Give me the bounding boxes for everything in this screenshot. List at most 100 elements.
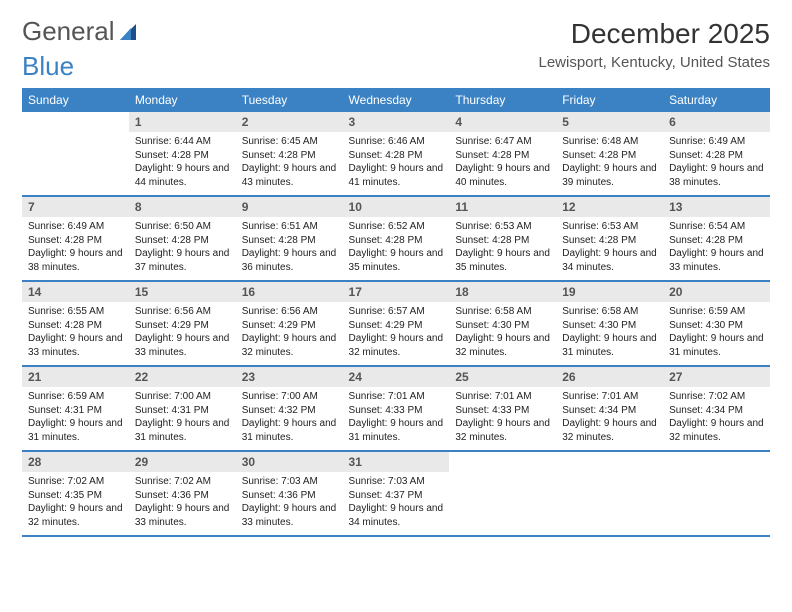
calendar-week: 1Sunrise: 6:44 AMSunset: 4:28 PMDaylight… bbox=[22, 112, 770, 196]
sunrise-text: Sunrise: 6:53 AM bbox=[562, 220, 657, 234]
calendar-cell: 16Sunrise: 6:56 AMSunset: 4:29 PMDayligh… bbox=[236, 281, 343, 366]
brand-word-2: Blue bbox=[22, 51, 74, 81]
col-monday: Monday bbox=[129, 88, 236, 112]
calendar-cell: 15Sunrise: 6:56 AMSunset: 4:29 PMDayligh… bbox=[129, 281, 236, 366]
day-number: 7 bbox=[22, 197, 129, 217]
sunrise-text: Sunrise: 6:49 AM bbox=[28, 220, 123, 234]
day-number: 27 bbox=[663, 367, 770, 387]
daylight-text: Daylight: 9 hours and 33 minutes. bbox=[135, 332, 230, 359]
col-wednesday: Wednesday bbox=[343, 88, 450, 112]
day-body: Sunrise: 6:58 AMSunset: 4:30 PMDaylight:… bbox=[556, 302, 663, 365]
calendar-cell: 17 Sunrise: 6:57 AMSunset: 4:29 PMDayligh… bbox=[343, 281, 450, 366]
sunrise-text: Sunrise: 6:44 AM bbox=[135, 135, 230, 149]
sunrise-text: Sunrise: 6:57 AM bbox=[349, 305, 444, 319]
day-body: Sunrise: 7:01 AMSunset: 4:33 PMDaylight:… bbox=[449, 387, 556, 450]
day-number: 30 bbox=[236, 452, 343, 472]
day-body: Sunrise: 7:02 AMSunset: 4:35 PMDaylight:… bbox=[22, 472, 129, 535]
calendar-cell: 25Sunrise: 7:01 AMSunset: 4:33 PMDayligh… bbox=[449, 366, 556, 451]
calendar-cell: 9Sunrise: 6:51 AMSunset: 4:28 PMDaylight… bbox=[236, 196, 343, 281]
day-number: 20 bbox=[663, 282, 770, 302]
sunrise-text: Sunrise: 6:48 AM bbox=[562, 135, 657, 149]
day-number: 5 bbox=[556, 112, 663, 132]
col-tuesday: Tuesday bbox=[236, 88, 343, 112]
sunrise-text: Sunrise: 6:50 AM bbox=[135, 220, 230, 234]
calendar-cell: 4Sunrise: 6:47 AMSunset: 4:28 PMDaylight… bbox=[449, 112, 556, 196]
day-body: Sunrise: 6:49 AMSunset: 4:28 PMDaylight:… bbox=[22, 217, 129, 280]
sunrise-text: Sunrise: 7:01 AM bbox=[455, 390, 550, 404]
calendar-cell: 19Sunrise: 6:58 AMSunset: 4:30 PMDayligh… bbox=[556, 281, 663, 366]
sunset-text: Sunset: 4:29 PM bbox=[242, 319, 337, 333]
day-body: Sunrise: 7:01 AMSunset: 4:34 PMDaylight:… bbox=[556, 387, 663, 450]
sunrise-text: Sunrise: 6:46 AM bbox=[349, 135, 444, 149]
sunrise-text: Sunrise: 6:45 AM bbox=[242, 135, 337, 149]
daylight-text: Daylight: 9 hours and 31 minutes. bbox=[669, 332, 764, 359]
daylight-text: Daylight: 9 hours and 38 minutes. bbox=[669, 162, 764, 189]
calendar-cell: 28Sunrise: 7:02 AMSunset: 4:35 PMDayligh… bbox=[22, 451, 129, 536]
day-number: 17 bbox=[343, 282, 450, 302]
daylight-text: Daylight: 9 hours and 34 minutes. bbox=[349, 502, 444, 529]
sunset-text: Sunset: 4:28 PM bbox=[562, 149, 657, 163]
daylight-text: Daylight: 9 hours and 41 minutes. bbox=[349, 162, 444, 189]
day-number: 12 bbox=[556, 197, 663, 217]
day-number: 24 bbox=[343, 367, 450, 387]
sunrise-text: Sunrise: 7:01 AM bbox=[349, 390, 444, 404]
sunrise-text: Sunrise: 7:01 AM bbox=[562, 390, 657, 404]
day-number: 21 bbox=[22, 367, 129, 387]
calendar-header-row: Sunday Monday Tuesday Wednesday Thursday… bbox=[22, 88, 770, 112]
daylight-text: Daylight: 9 hours and 32 minutes. bbox=[669, 417, 764, 444]
sunrise-text: Sunrise: 6:52 AM bbox=[349, 220, 444, 234]
sunset-text: Sunset: 4:30 PM bbox=[669, 319, 764, 333]
day-body: Sunrise: 7:02 AMSunset: 4:36 PMDaylight:… bbox=[129, 472, 236, 535]
calendar-page: General December 2025 Lewisport, Kentuck… bbox=[0, 0, 792, 547]
calendar-cell: 3Sunrise: 6:46 AMSunset: 4:28 PMDaylight… bbox=[343, 112, 450, 196]
calendar-cell: 5 Sunrise: 6:48 AMSunset: 4:28 PMDaylight… bbox=[556, 112, 663, 196]
col-saturday: Saturday bbox=[663, 88, 770, 112]
month-title: December 2025 bbox=[538, 18, 770, 50]
day-body: Sunrise: 7:03 AMSunset: 4:37 PMDaylight:… bbox=[343, 472, 450, 535]
sunset-text: Sunset: 4:28 PM bbox=[669, 234, 764, 248]
calendar-cell: 27Sunrise: 7:02 AMSunset: 4:34 PMDayligh… bbox=[663, 366, 770, 451]
sunrise-text: Sunrise: 7:02 AM bbox=[135, 475, 230, 489]
sunset-text: Sunset: 4:28 PM bbox=[242, 234, 337, 248]
sunset-text: Sunset: 4:28 PM bbox=[562, 234, 657, 248]
sunset-text: Sunset: 4:36 PM bbox=[242, 489, 337, 503]
day-body: Sunrise: 6:53 AMSunset: 4:28 PMDaylight:… bbox=[556, 217, 663, 280]
daylight-text: Daylight: 9 hours and 33 minutes. bbox=[242, 502, 337, 529]
daylight-text: Daylight: 9 hours and 32 minutes. bbox=[242, 332, 337, 359]
sunrise-text: Sunrise: 6:51 AM bbox=[242, 220, 337, 234]
day-body: Sunrise: 7:00 AMSunset: 4:31 PMDaylight:… bbox=[129, 387, 236, 450]
day-body: Sunrise: 6:53 AMSunset: 4:28 PMDaylight:… bbox=[449, 217, 556, 280]
sunrise-text: Sunrise: 6:56 AM bbox=[135, 305, 230, 319]
location-label: Lewisport, Kentucky, United States bbox=[538, 54, 770, 71]
sunset-text: Sunset: 4:34 PM bbox=[669, 404, 764, 418]
sunset-text: Sunset: 4:36 PM bbox=[135, 489, 230, 503]
day-number: 11 bbox=[449, 197, 556, 217]
title-block: December 2025 Lewisport, Kentucky, Unite… bbox=[538, 18, 770, 71]
daylight-text: Daylight: 9 hours and 32 minutes. bbox=[349, 332, 444, 359]
day-number: 25 bbox=[449, 367, 556, 387]
daylight-text: Daylight: 9 hours and 33 minutes. bbox=[135, 502, 230, 529]
daylight-text: Daylight: 9 hours and 39 minutes. bbox=[562, 162, 657, 189]
daylight-text: Daylight: 9 hours and 44 minutes. bbox=[135, 162, 230, 189]
daylight-text: Daylight: 9 hours and 33 minutes. bbox=[28, 332, 123, 359]
sunset-text: Sunset: 4:28 PM bbox=[455, 234, 550, 248]
daylight-text: Daylight: 9 hours and 32 minutes. bbox=[455, 417, 550, 444]
daylight-text: Daylight: 9 hours and 31 minutes. bbox=[349, 417, 444, 444]
day-number: 26 bbox=[556, 367, 663, 387]
daylight-text: Daylight: 9 hours and 35 minutes. bbox=[349, 247, 444, 274]
sunset-text: Sunset: 4:29 PM bbox=[349, 319, 444, 333]
day-body: Sunrise: 6:44 AMSunset: 4:28 PMDaylight:… bbox=[129, 132, 236, 195]
day-body: Sunrise: 6:59 AMSunset: 4:30 PMDaylight:… bbox=[663, 302, 770, 365]
col-thursday: Thursday bbox=[449, 88, 556, 112]
calendar-cell bbox=[449, 451, 556, 536]
day-number: 3 bbox=[343, 112, 450, 132]
sunset-text: Sunset: 4:28 PM bbox=[135, 149, 230, 163]
day-body: Sunrise: 7:01 AMSunset: 4:33 PMDaylight:… bbox=[343, 387, 450, 450]
brand-word-1: General bbox=[22, 18, 115, 44]
day-body: Sunrise: 6:51 AMSunset: 4:28 PMDaylight:… bbox=[236, 217, 343, 280]
sunrise-text: Sunrise: 6:58 AM bbox=[455, 305, 550, 319]
calendar-cell: 1Sunrise: 6:44 AMSunset: 4:28 PMDaylight… bbox=[129, 112, 236, 196]
sunset-text: Sunset: 4:28 PM bbox=[242, 149, 337, 163]
daylight-text: Daylight: 9 hours and 38 minutes. bbox=[28, 247, 123, 274]
calendar-cell: 21Sunrise: 6:59 AMSunset: 4:31 PMDayligh… bbox=[22, 366, 129, 451]
